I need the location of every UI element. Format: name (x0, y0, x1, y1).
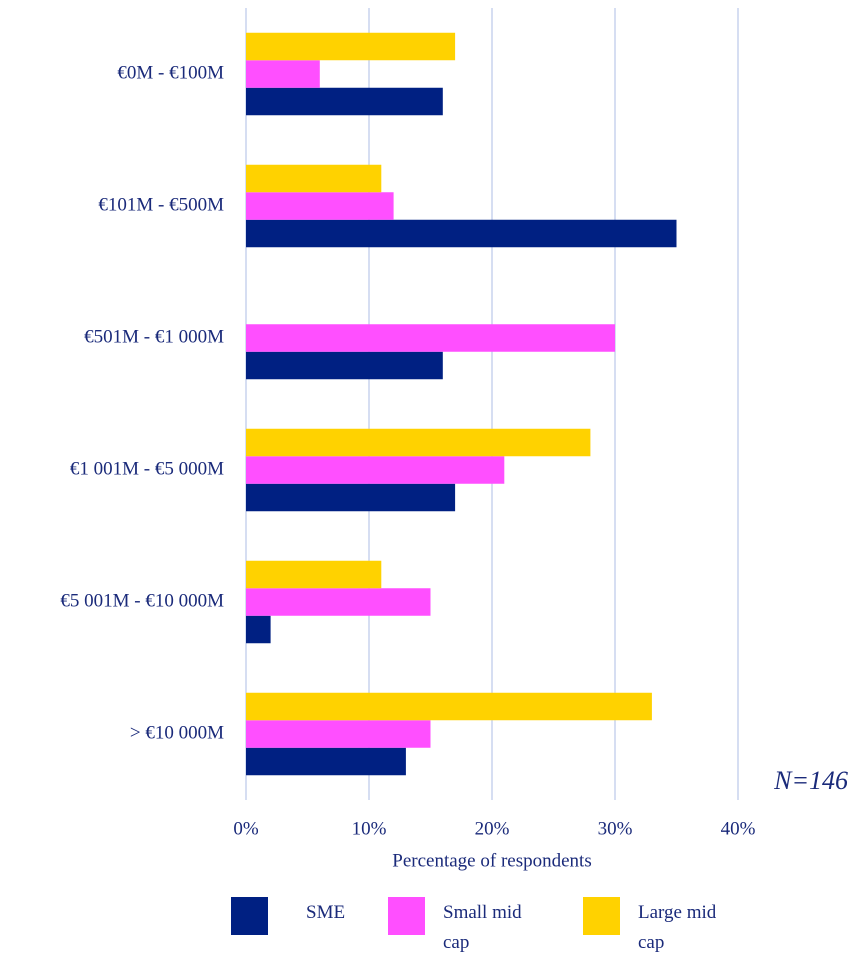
bar (246, 192, 394, 220)
legend-label: SME (306, 902, 346, 923)
legend-swatch (231, 897, 268, 935)
y-tick-label: €5 001M - €10 000M (60, 590, 224, 611)
bar (246, 456, 505, 484)
bar (246, 164, 382, 193)
bar (246, 720, 431, 748)
bar (246, 32, 456, 61)
bar (246, 60, 320, 88)
bar (246, 588, 431, 616)
bar (246, 351, 443, 380)
bar (246, 692, 652, 721)
y-tick-label: €1 001M - €5 000M (70, 458, 224, 479)
y-tick-label: > €10 000M (130, 722, 224, 743)
x-tick-label: 30% (598, 818, 633, 839)
legend-swatch (388, 897, 425, 935)
bar (246, 615, 271, 644)
bar (246, 560, 382, 589)
bar (246, 428, 591, 457)
x-axis-title: Percentage of respondents (392, 850, 591, 871)
bar (246, 483, 456, 512)
legend-label: Small mid cap (443, 902, 522, 953)
x-tick-label: 0% (233, 818, 259, 839)
legend-label: Large mid cap (638, 902, 717, 953)
legend-swatch (583, 897, 620, 935)
x-tick-label: 40% (721, 818, 756, 839)
x-tick-label: 20% (475, 818, 510, 839)
x-tick-label: 10% (352, 818, 387, 839)
y-tick-label: €0M - €100M (117, 62, 224, 83)
bar (246, 324, 615, 352)
bar (246, 87, 443, 116)
y-tick-label: €501M - €1 000M (84, 326, 224, 347)
bar (246, 747, 406, 776)
annotation: N=146 (773, 766, 848, 795)
y-tick-label: €101M - €500M (98, 194, 224, 215)
bar (246, 219, 677, 248)
